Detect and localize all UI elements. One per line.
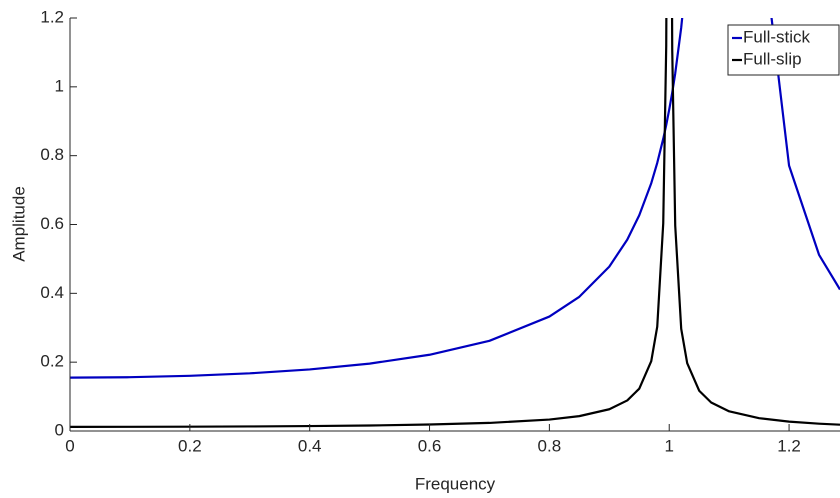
y-tick-label: 0.2 [40, 352, 64, 371]
y-tick-label: 0.4 [40, 283, 64, 302]
y-tick-label: 0 [55, 420, 64, 439]
x-tick-label: 1 [664, 436, 673, 455]
line [70, 18, 840, 428]
y-tick-label: 0.6 [40, 214, 64, 233]
plot-area [70, 18, 840, 428]
x-tick-label: 0.2 [178, 436, 202, 455]
x-tick-label: 1.2 [777, 436, 801, 455]
y-tick-label: 1 [55, 76, 64, 95]
legend-box [727, 24, 840, 76]
line [70, 18, 840, 379]
x-tick-label: 0 [65, 436, 74, 455]
x-tick-label: 0.6 [418, 436, 442, 455]
y-tick-label: 0.8 [40, 145, 64, 164]
y-tick-label: 1.2 [40, 7, 64, 26]
x-tick-label: 0.8 [538, 436, 562, 455]
x-axis-label: Frequency [415, 474, 496, 493]
y-axis-label: Amplitude [9, 186, 28, 262]
x-tick-label: 0.4 [298, 436, 322, 455]
legend-label: Full-slip [743, 49, 802, 68]
legend-label: Full-stick [743, 27, 811, 46]
